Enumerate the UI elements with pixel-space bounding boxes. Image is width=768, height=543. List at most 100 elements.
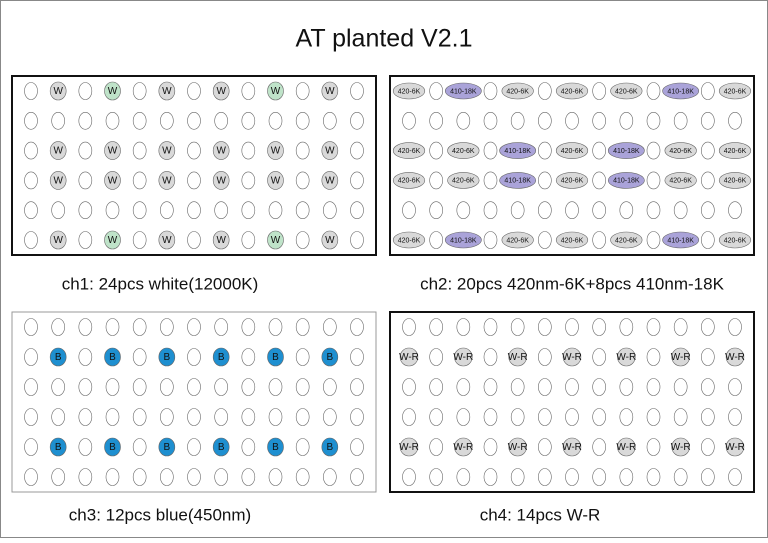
led-empty: [456, 408, 471, 426]
led-label: 410-18K: [613, 148, 640, 155]
led-empty: [132, 112, 147, 130]
led-empty: [673, 408, 688, 426]
led-label: W: [271, 146, 281, 157]
led-empty: [592, 438, 606, 456]
led-empty: [78, 438, 93, 456]
led-empty: [728, 378, 742, 396]
led-empty: [619, 201, 634, 219]
led-empty: [592, 171, 606, 190]
led-empty: [701, 231, 715, 249]
led-empty: [538, 112, 552, 130]
led-empty: [646, 318, 661, 336]
led-label: B: [109, 352, 116, 363]
led: [158, 230, 176, 250]
led-label: W-R: [399, 442, 419, 453]
led-empty: [24, 378, 38, 396]
led-empty: [538, 82, 552, 100]
led-empty: [160, 468, 174, 486]
led-label: W: [108, 235, 118, 246]
led-empty: [214, 318, 228, 336]
led-empty: [187, 408, 201, 426]
led-empty: [241, 378, 256, 396]
led-empty: [429, 348, 443, 366]
led-label: W: [271, 86, 281, 97]
led-label: 410-18K: [667, 88, 694, 95]
led-label: W-R: [453, 352, 473, 363]
led-empty: [429, 201, 443, 219]
led-empty: [132, 231, 147, 249]
led: [212, 437, 230, 457]
panel: B B B B B B B B B B B B: [11, 311, 377, 493]
led-empty: [187, 438, 201, 456]
led-empty: [214, 378, 228, 396]
led: [158, 437, 176, 457]
led-empty: [24, 438, 38, 456]
led-empty: [160, 378, 174, 396]
led-empty: [510, 318, 525, 336]
led: [671, 347, 690, 367]
led: [499, 172, 537, 189]
led-empty: [295, 171, 310, 190]
led-label: W: [108, 86, 118, 97]
led-empty: [78, 318, 93, 336]
panel-caption: ch4: 14pcs W-R: [480, 505, 601, 524]
led-label: 420-6K: [561, 178, 584, 185]
led-empty: [24, 171, 38, 190]
led-empty: [483, 112, 498, 130]
led: [662, 231, 700, 249]
led: [664, 142, 697, 159]
led-empty: [429, 112, 443, 130]
led-empty: [592, 468, 606, 486]
led: [158, 171, 176, 190]
led-empty: [323, 408, 337, 426]
led-label: B: [218, 352, 225, 363]
led-empty: [187, 82, 201, 100]
led: [610, 231, 643, 249]
led: [555, 231, 589, 249]
led-empty: [429, 231, 443, 249]
led-empty: [538, 408, 552, 426]
led-empty: [78, 112, 93, 130]
led-label: 420-6K: [398, 148, 421, 155]
led-empty: [510, 408, 525, 426]
led-empty: [241, 231, 256, 249]
led-empty: [350, 468, 364, 486]
led-empty: [241, 82, 256, 100]
led-empty: [78, 408, 93, 426]
led-empty: [456, 378, 471, 396]
led-empty: [295, 438, 310, 456]
led-empty: [728, 201, 742, 219]
led-label: B: [163, 352, 170, 363]
led-label: W-R: [562, 442, 582, 453]
led-empty: [483, 141, 498, 160]
led-empty: [538, 438, 552, 456]
led: [454, 437, 473, 457]
led: [508, 347, 527, 367]
led: [104, 171, 121, 190]
led-empty: [483, 378, 498, 396]
led-label: B: [163, 442, 170, 453]
led-empty: [701, 82, 715, 100]
led-empty: [483, 438, 498, 456]
led: [555, 142, 589, 159]
led: [104, 437, 121, 457]
led-empty: [673, 112, 688, 130]
panel: 420-6K 410-18K 420-6K 420-6K 420-6K 410-18K 42…: [389, 75, 755, 256]
led-empty: [295, 141, 310, 160]
led-empty: [105, 318, 120, 336]
led-empty: [187, 318, 201, 336]
led-empty: [350, 318, 364, 336]
led: [718, 172, 752, 189]
led: [392, 82, 426, 100]
led-empty: [132, 468, 147, 486]
led-label: W-R: [725, 442, 745, 453]
led-label: W: [53, 235, 63, 246]
led-empty: [187, 378, 201, 396]
led-empty: [350, 141, 364, 160]
led: [399, 437, 419, 457]
led-empty: [673, 318, 688, 336]
led: [321, 437, 339, 457]
led-empty: [619, 318, 634, 336]
led-empty: [538, 231, 552, 249]
led: [392, 231, 426, 249]
